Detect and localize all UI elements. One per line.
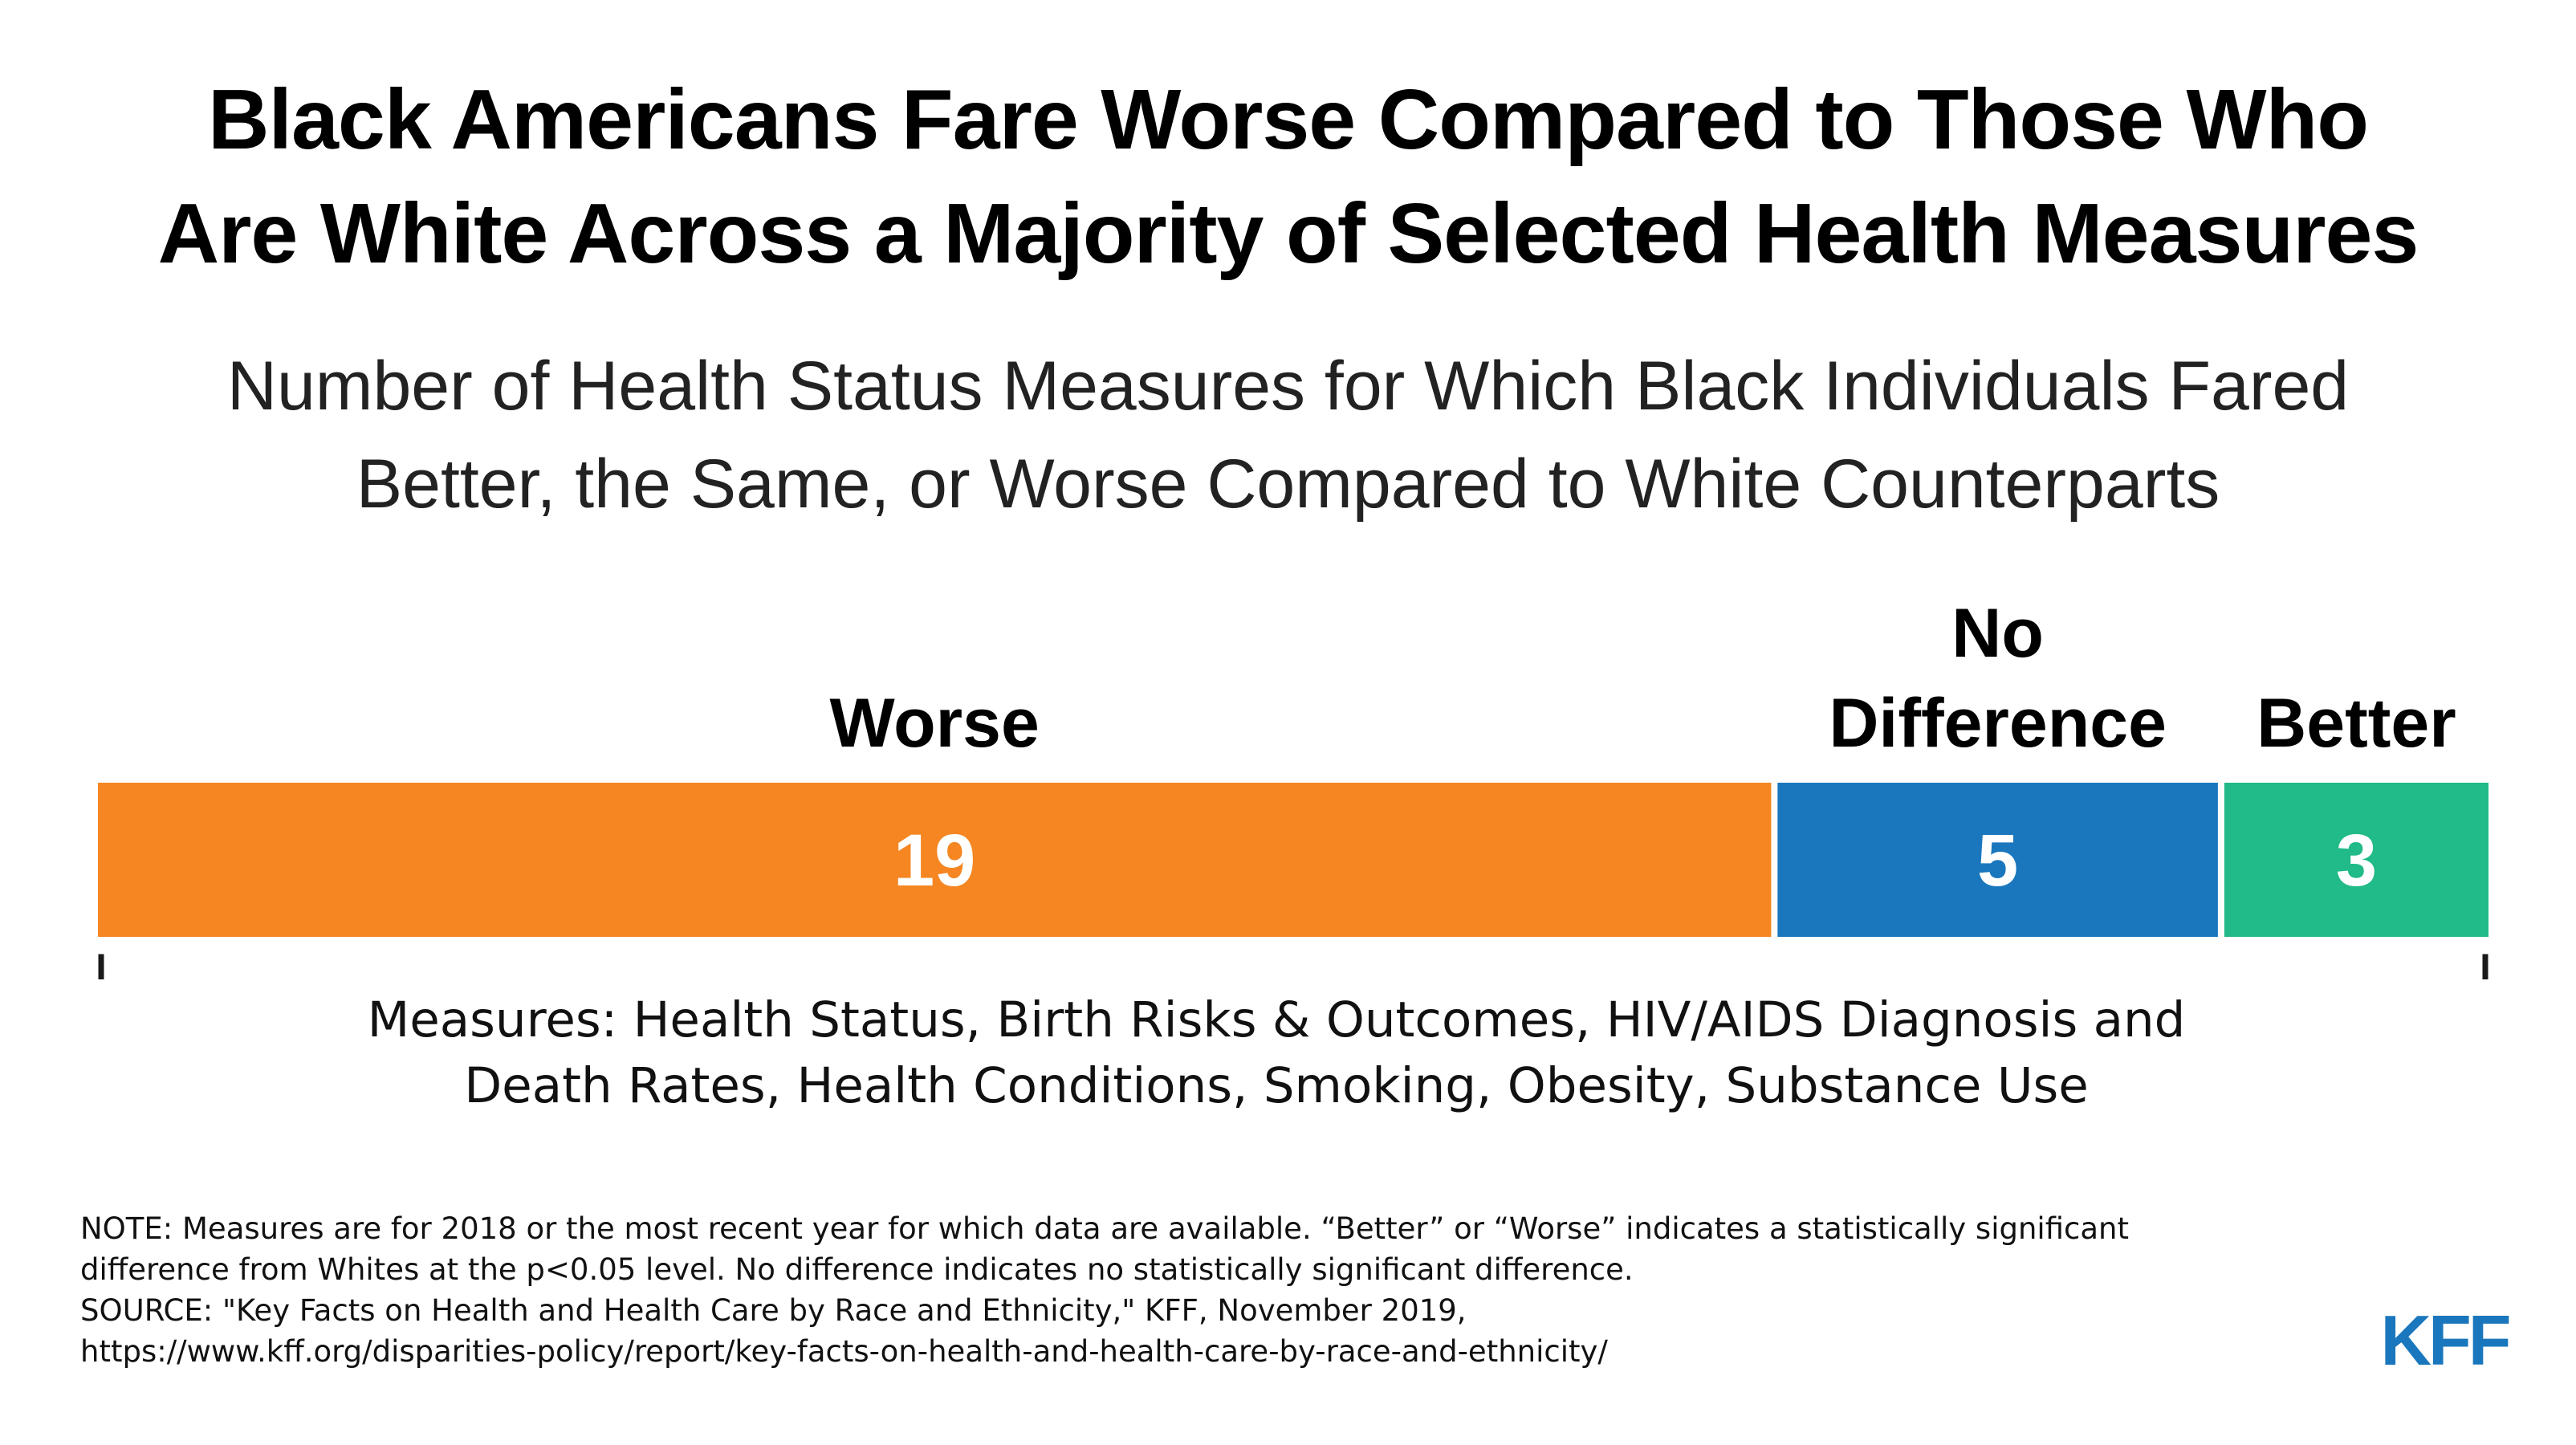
- category-label: No: [1951, 595, 2044, 672]
- bar-value-label: 3: [2336, 820, 2377, 902]
- chart-title-line: Are White Across a Majority of Selected …: [157, 186, 2419, 281]
- bar-group: 19 Worse 5 No Difference 3 Better: [98, 595, 2489, 937]
- category-label: Difference: [1829, 685, 2167, 762]
- category-label: Better: [2257, 685, 2456, 762]
- chart-subtitle-line: Better, the Same, or Worse Compared to W…: [356, 446, 2220, 523]
- chart-title-line: Black Americans Fare Worse Compared to T…: [207, 72, 2369, 167]
- kff-logo: KFF: [2380, 1309, 2512, 1373]
- note-line: difference from Whites at the p<0.05 lev…: [80, 1252, 1634, 1287]
- source-line: SOURCE: "Key Facts on Health and Health …: [80, 1293, 1467, 1328]
- stacked-bar-chart: 19 Worse 5 No Difference 3 Better: [98, 595, 2489, 979]
- notes-and-source: NOTE: Measures are for 2018 or the most …: [80, 1208, 2408, 1372]
- source-url[interactable]: https://www.kff.org/disparities-policy/r…: [80, 1334, 1608, 1369]
- measures-caption: Measures: Health Status, Birth Risks & O…: [305, 987, 2248, 1119]
- bar-worse: [98, 783, 1772, 937]
- category-label: Worse: [830, 685, 1040, 762]
- chart-subtitle-line: Number of Health Status Measures for Whi…: [226, 348, 2350, 425]
- measures-bracket: [98, 954, 2489, 979]
- note-line: NOTE: Measures are for 2018 or the most …: [80, 1211, 2129, 1246]
- kff-logo-text: KFF: [2380, 1309, 2509, 1373]
- chart-title: Black Americans Fare Worse Compared to T…: [0, 63, 2576, 291]
- bar-value-label: 5: [1977, 820, 2018, 902]
- bar-value-label: 19: [893, 820, 975, 902]
- bar-better: [2224, 783, 2489, 937]
- chart-subtitle: Number of Health Status Measures for Whi…: [0, 337, 2576, 533]
- measures-caption-line: Measures: Health Status, Birth Risks & O…: [367, 991, 2186, 1048]
- measures-caption-line: Death Rates, Health Conditions, Smoking,…: [464, 1057, 2089, 1114]
- bar-no-difference: [1777, 783, 2218, 937]
